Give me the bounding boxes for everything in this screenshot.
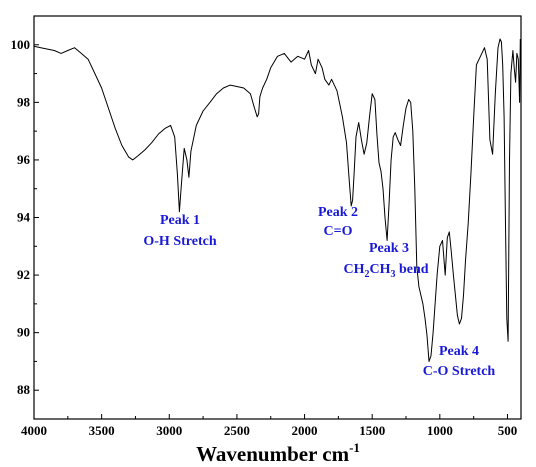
x-tick-label: 2000 xyxy=(292,423,318,438)
x-tick-label: 3500 xyxy=(89,423,115,438)
peak-1-description: O-H Stretch xyxy=(143,234,216,249)
peak-4-label: Peak 4 xyxy=(439,344,479,359)
peak-3-desc-part-3: CH xyxy=(369,262,390,277)
x-axis-title: Wavenumber cm-1 xyxy=(196,440,360,466)
peak-2-description: C=O xyxy=(324,224,353,239)
y-tick-label: 88 xyxy=(17,382,31,397)
y-tick-label: 96 xyxy=(17,152,31,167)
peak-2-label: Peak 2 xyxy=(318,205,358,220)
x-tick-label: 1000 xyxy=(427,423,453,438)
spectrum-line xyxy=(33,38,521,362)
x-tick-label: 500 xyxy=(498,423,518,438)
x-tick-label: 4000 xyxy=(21,423,47,438)
x-tick-label: 1500 xyxy=(359,423,385,438)
y-tick-label: 94 xyxy=(17,210,31,225)
peak-4-description: C-O Stretch xyxy=(423,364,496,379)
annotations-layer: Peak 1 O-H Stretch Peak 2 C=O Peak 3 CH2… xyxy=(143,205,495,379)
x-tick-label: 3000 xyxy=(156,423,182,438)
y-tick-label: 100 xyxy=(11,37,31,52)
x-tick-label: 2500 xyxy=(224,423,250,438)
peak-3-desc-part-5: bend xyxy=(395,262,428,277)
peak-3-label: Peak 3 xyxy=(369,241,409,256)
x-axis-title-superscript: -1 xyxy=(349,440,360,455)
y-tick-label: 98 xyxy=(17,94,31,109)
peak-1-label: Peak 1 xyxy=(160,213,200,228)
peak-3-desc-part-1: CH xyxy=(343,262,364,277)
peak-3-description: CH2CH3 bend xyxy=(343,262,428,280)
ticks-layer: 4000 3500 3000 2500 2000 1500 1000 500 88 90 92 94 9… xyxy=(11,15,518,438)
y-tick-label: 92 xyxy=(17,267,30,282)
y-tick-label: 90 xyxy=(17,325,30,340)
peak-3-desc-part-4: 3 xyxy=(390,269,395,280)
peak-3-desc-part-2: 2 xyxy=(364,269,369,280)
x-axis-title-text: Wavenumber cm xyxy=(196,442,350,466)
